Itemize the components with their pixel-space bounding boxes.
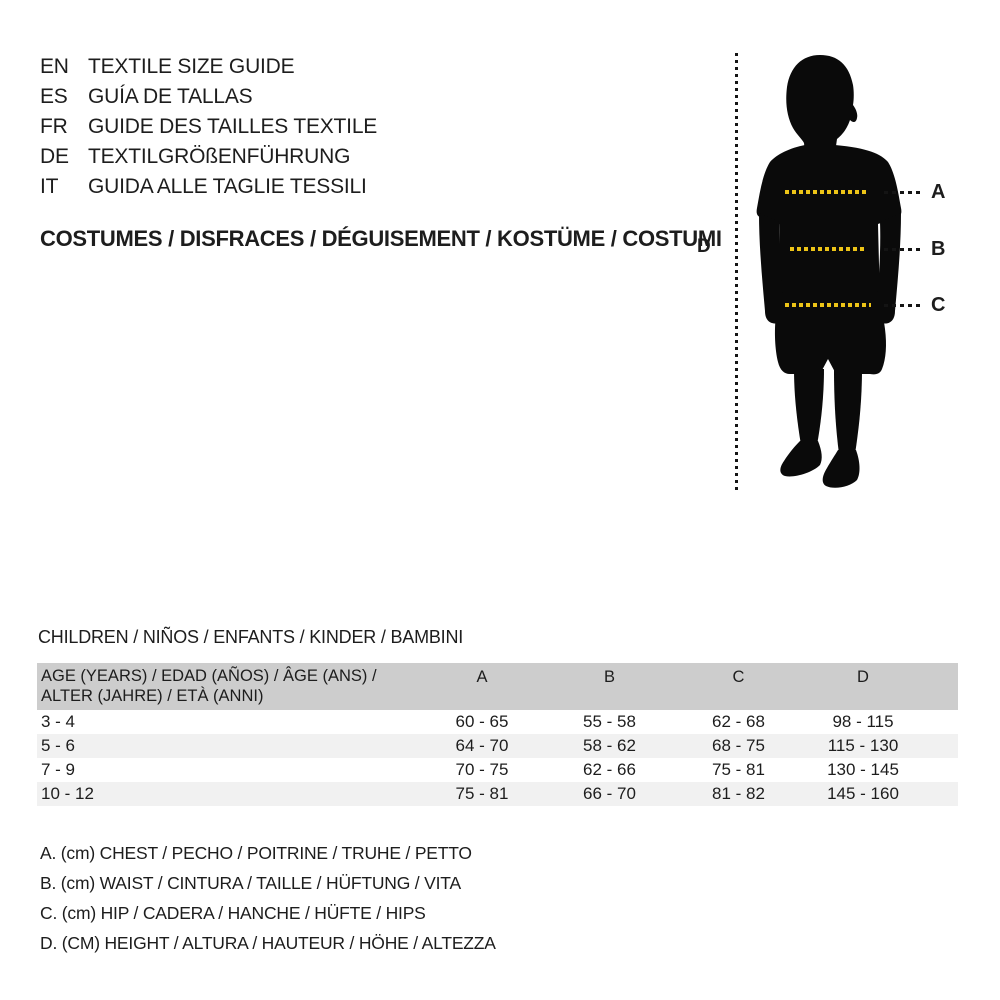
waist-cell: 58 - 62 <box>583 736 636 755</box>
hip-cell: 81 - 82 <box>712 784 765 803</box>
age-column-header: AGE (YEARS) / EDAD (AÑOS) / ÂGE (ANS) / … <box>37 663 419 710</box>
language-row-es: ES GUÍA DE TALLAS <box>40 82 377 112</box>
hip-cell: 62 - 68 <box>712 712 765 731</box>
chest-cell: 60 - 65 <box>455 712 509 731</box>
language-code: ES <box>40 85 68 108</box>
chest-measure-line <box>785 190 869 194</box>
table-row: 10 - 12 75 - 81 66 - 70 81 - 82 145 - 16… <box>37 782 958 806</box>
language-label: TEXTILE SIZE GUIDE <box>88 55 295 78</box>
language-list: EN TEXTILE SIZE GUIDE ES GUÍA DE TALLAS … <box>40 52 377 202</box>
waist-cell: 55 - 58 <box>583 712 636 731</box>
hip-cell: 68 - 75 <box>712 736 765 755</box>
language-label: GUIDE DES TAILLES TEXTILE <box>88 115 378 138</box>
age-cell: 5 - 6 <box>41 736 76 755</box>
age-cell: 3 - 4 <box>41 712 76 731</box>
height-cell: 130 - 145 <box>827 760 899 779</box>
language-code: FR <box>40 115 68 138</box>
height-dotted-line <box>735 53 738 493</box>
hip-measure-line <box>785 303 871 307</box>
waist-cell: 66 - 70 <box>583 784 636 803</box>
language-row-fr: FR GUIDE DES TAILLES TEXTILE <box>40 112 377 142</box>
age-header-line1: AGE (YEARS) / EDAD (AÑOS) / ÂGE (ANS) / <box>41 667 377 685</box>
column-header-d: D <box>857 668 869 686</box>
table-row: 7 - 9 70 - 75 62 - 66 75 - 81 130 - 145 <box>37 758 958 782</box>
chest-cell: 64 - 70 <box>455 736 509 755</box>
waist-cell: 62 - 66 <box>583 760 636 779</box>
language-row-en: EN TEXTILE SIZE GUIDE <box>40 52 377 82</box>
language-label: GUIDA ALLE TAGLIE TESSILI <box>88 175 367 198</box>
table-row: 5 - 6 64 - 70 58 - 62 68 - 75 115 - 130 <box>37 734 958 758</box>
age-cell: 7 - 9 <box>41 760 76 779</box>
chest-label-a: A <box>931 181 946 203</box>
language-code: DE <box>40 145 69 168</box>
height-cell: 98 - 115 <box>832 712 894 731</box>
chest-cell: 75 - 81 <box>455 784 509 803</box>
language-code: IT <box>40 175 59 198</box>
column-header-c: C <box>732 668 745 686</box>
hip-label-c: C <box>931 294 946 316</box>
legend-waist: B. (cm) WAIST / CINTURA / TAILLE / HÜFTU… <box>40 872 461 893</box>
height-cell: 115 - 130 <box>827 736 899 755</box>
waist-label-b: B <box>931 238 946 260</box>
size-table: AGE (YEARS) / EDAD (AÑOS) / ÂGE (ANS) / … <box>37 663 958 806</box>
hip-leader-line <box>884 304 921 307</box>
age-cell: 10 - 12 <box>41 784 94 803</box>
height-cell: 145 - 160 <box>827 784 899 803</box>
chest-cell: 70 - 75 <box>455 760 509 779</box>
table-row: 3 - 4 60 - 65 55 - 58 62 - 68 98 - 115 <box>37 710 958 734</box>
language-label: GUÍA DE TALLAS <box>88 85 253 108</box>
legend-height: D. (CM) HEIGHT / ALTURA / HAUTEUR / HÖHE… <box>40 932 496 953</box>
child-silhouette-icon <box>756 55 902 488</box>
waist-measure-line <box>790 247 864 251</box>
measurement-legend: A. (cm) CHEST / PECHO / POITRINE / TRUHE… <box>40 838 496 958</box>
language-row-it: IT GUIDA ALLE TAGLIE TESSILI <box>40 172 377 202</box>
language-row-de: DE TEXTILGRÖßENFÜHRUNG <box>40 142 377 172</box>
legend-chest: A. (cm) CHEST / PECHO / POITRINE / TRUHE… <box>40 842 472 863</box>
size-table-section-title: CHILDREN / NIÑOS / ENFANTS / KINDER / BA… <box>38 627 464 647</box>
chest-leader-line <box>884 191 921 194</box>
column-header-a: A <box>476 668 488 686</box>
legend-hip: C. (cm) HIP / CADERA / HANCHE / HÜFTE / … <box>40 902 426 923</box>
hip-cell: 75 - 81 <box>712 760 765 779</box>
height-label-d: D <box>697 236 711 257</box>
age-header-line2: ALTER (JAHRE) / ETÀ (ANNI) <box>41 687 264 705</box>
size-table-header-row: AGE (YEARS) / EDAD (AÑOS) / ÂGE (ANS) / … <box>37 663 958 710</box>
column-header-b: B <box>603 668 615 686</box>
category-title: COSTUMES / DISFRACES / DÉGUISEMENT / KOS… <box>40 226 722 251</box>
waist-leader-line <box>884 248 921 251</box>
language-code: EN <box>40 55 69 78</box>
language-label: TEXTILGRÖßENFÜHRUNG <box>88 145 351 168</box>
